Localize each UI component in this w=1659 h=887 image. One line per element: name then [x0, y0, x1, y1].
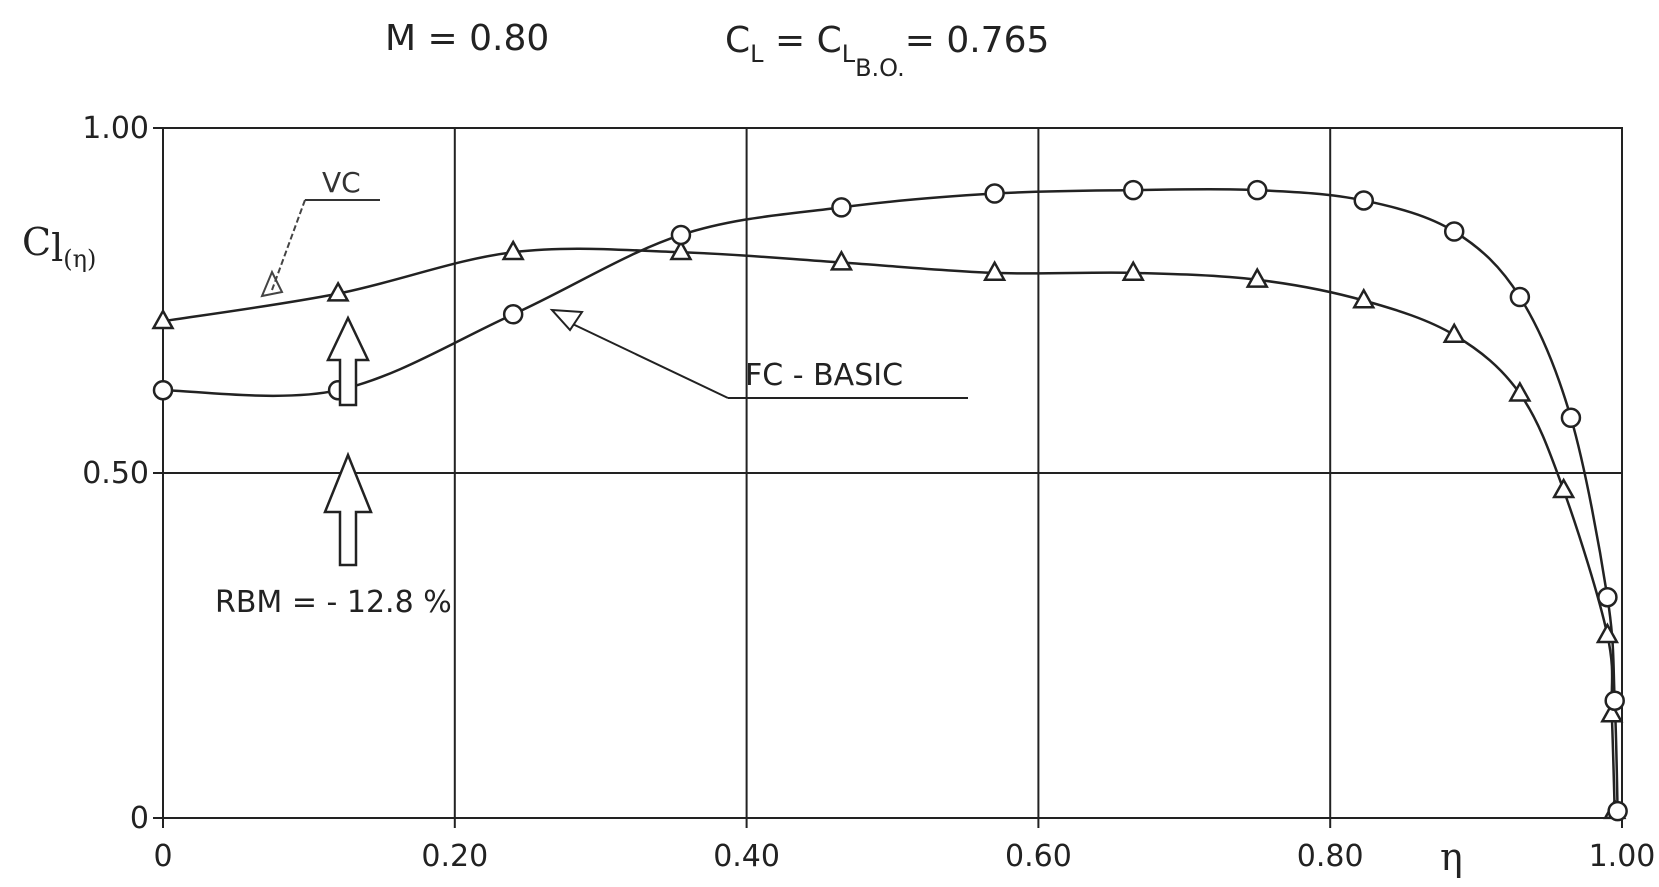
fc-basic-point [986, 185, 1004, 203]
fc-basic-label: FC - BASIC [745, 358, 903, 393]
vc-label: VC [322, 166, 361, 199]
x-tick-label: 1.00 [1589, 839, 1656, 874]
fc-basic-point [1562, 409, 1580, 427]
fc-basic-point [1355, 191, 1373, 209]
y-label-sub1: l [51, 226, 63, 270]
vc-point [1598, 625, 1617, 642]
series-line-vc [163, 249, 1615, 811]
fc-basic-point [832, 198, 850, 216]
y-label-main: C [22, 220, 51, 264]
x-tick-label: 0 [153, 839, 172, 874]
y-tick-label: 0.50 [82, 456, 149, 491]
y-tick-label: 1.00 [82, 111, 149, 146]
title-mach: M = 0.80 [385, 18, 549, 59]
fc-basic-point [1598, 588, 1616, 606]
fc-basic-point [1445, 223, 1463, 241]
series-lines [163, 189, 1618, 811]
fc-basic-point [1511, 288, 1529, 306]
x-tick-label: 0.80 [1297, 839, 1364, 874]
y-tick-label: 0 [130, 801, 149, 836]
vc-point [1554, 480, 1573, 497]
title-cl-sub: L [750, 40, 764, 68]
fc-basic-point [1606, 692, 1624, 710]
vc-leader-arrowhead [262, 272, 282, 296]
title-eq1: = C [764, 20, 842, 61]
vc-point [1445, 325, 1464, 342]
fc-basic-point [1248, 181, 1266, 199]
tick-labels: 0 0.20 0.40 0.60 0.80 1.00 0 0.50 1.00 [82, 111, 1655, 874]
title-eq2: = 0.765 [905, 20, 1050, 61]
title-cl: CL = CLB.O.= 0.765 [725, 20, 1049, 82]
vc-point [1124, 263, 1143, 280]
title-clbo-sub: L [842, 40, 856, 68]
x-tick-label: 0.20 [421, 839, 488, 874]
vc-leader [272, 200, 305, 290]
fc-basic-point [154, 381, 172, 399]
vc-point [985, 263, 1004, 280]
fc-basic-point [1124, 181, 1142, 199]
fc-basic-point [504, 305, 522, 323]
fc-basic-leader [560, 318, 728, 398]
y-label-sub2: (η) [63, 245, 96, 273]
grid [153, 128, 1622, 828]
rbm-arrow-lower [325, 455, 371, 565]
y-axis-label: Cl(η) [22, 220, 96, 273]
title-clbo-subsub: B.O. [855, 54, 905, 82]
fc-basic-point [672, 226, 690, 244]
title-cl-main: C [725, 20, 750, 61]
series-markers [154, 181, 1627, 820]
x-tick-label: 0.60 [1005, 839, 1072, 874]
x-axis-label: η [1440, 835, 1463, 879]
rbm-label: RBM = - 12.8 % [215, 585, 452, 620]
chart-title: M = 0.80 CL = CLB.O.= 0.765 [385, 18, 1049, 82]
fc-basic-point [1609, 802, 1627, 820]
x-tick-label: 0.40 [713, 839, 780, 874]
